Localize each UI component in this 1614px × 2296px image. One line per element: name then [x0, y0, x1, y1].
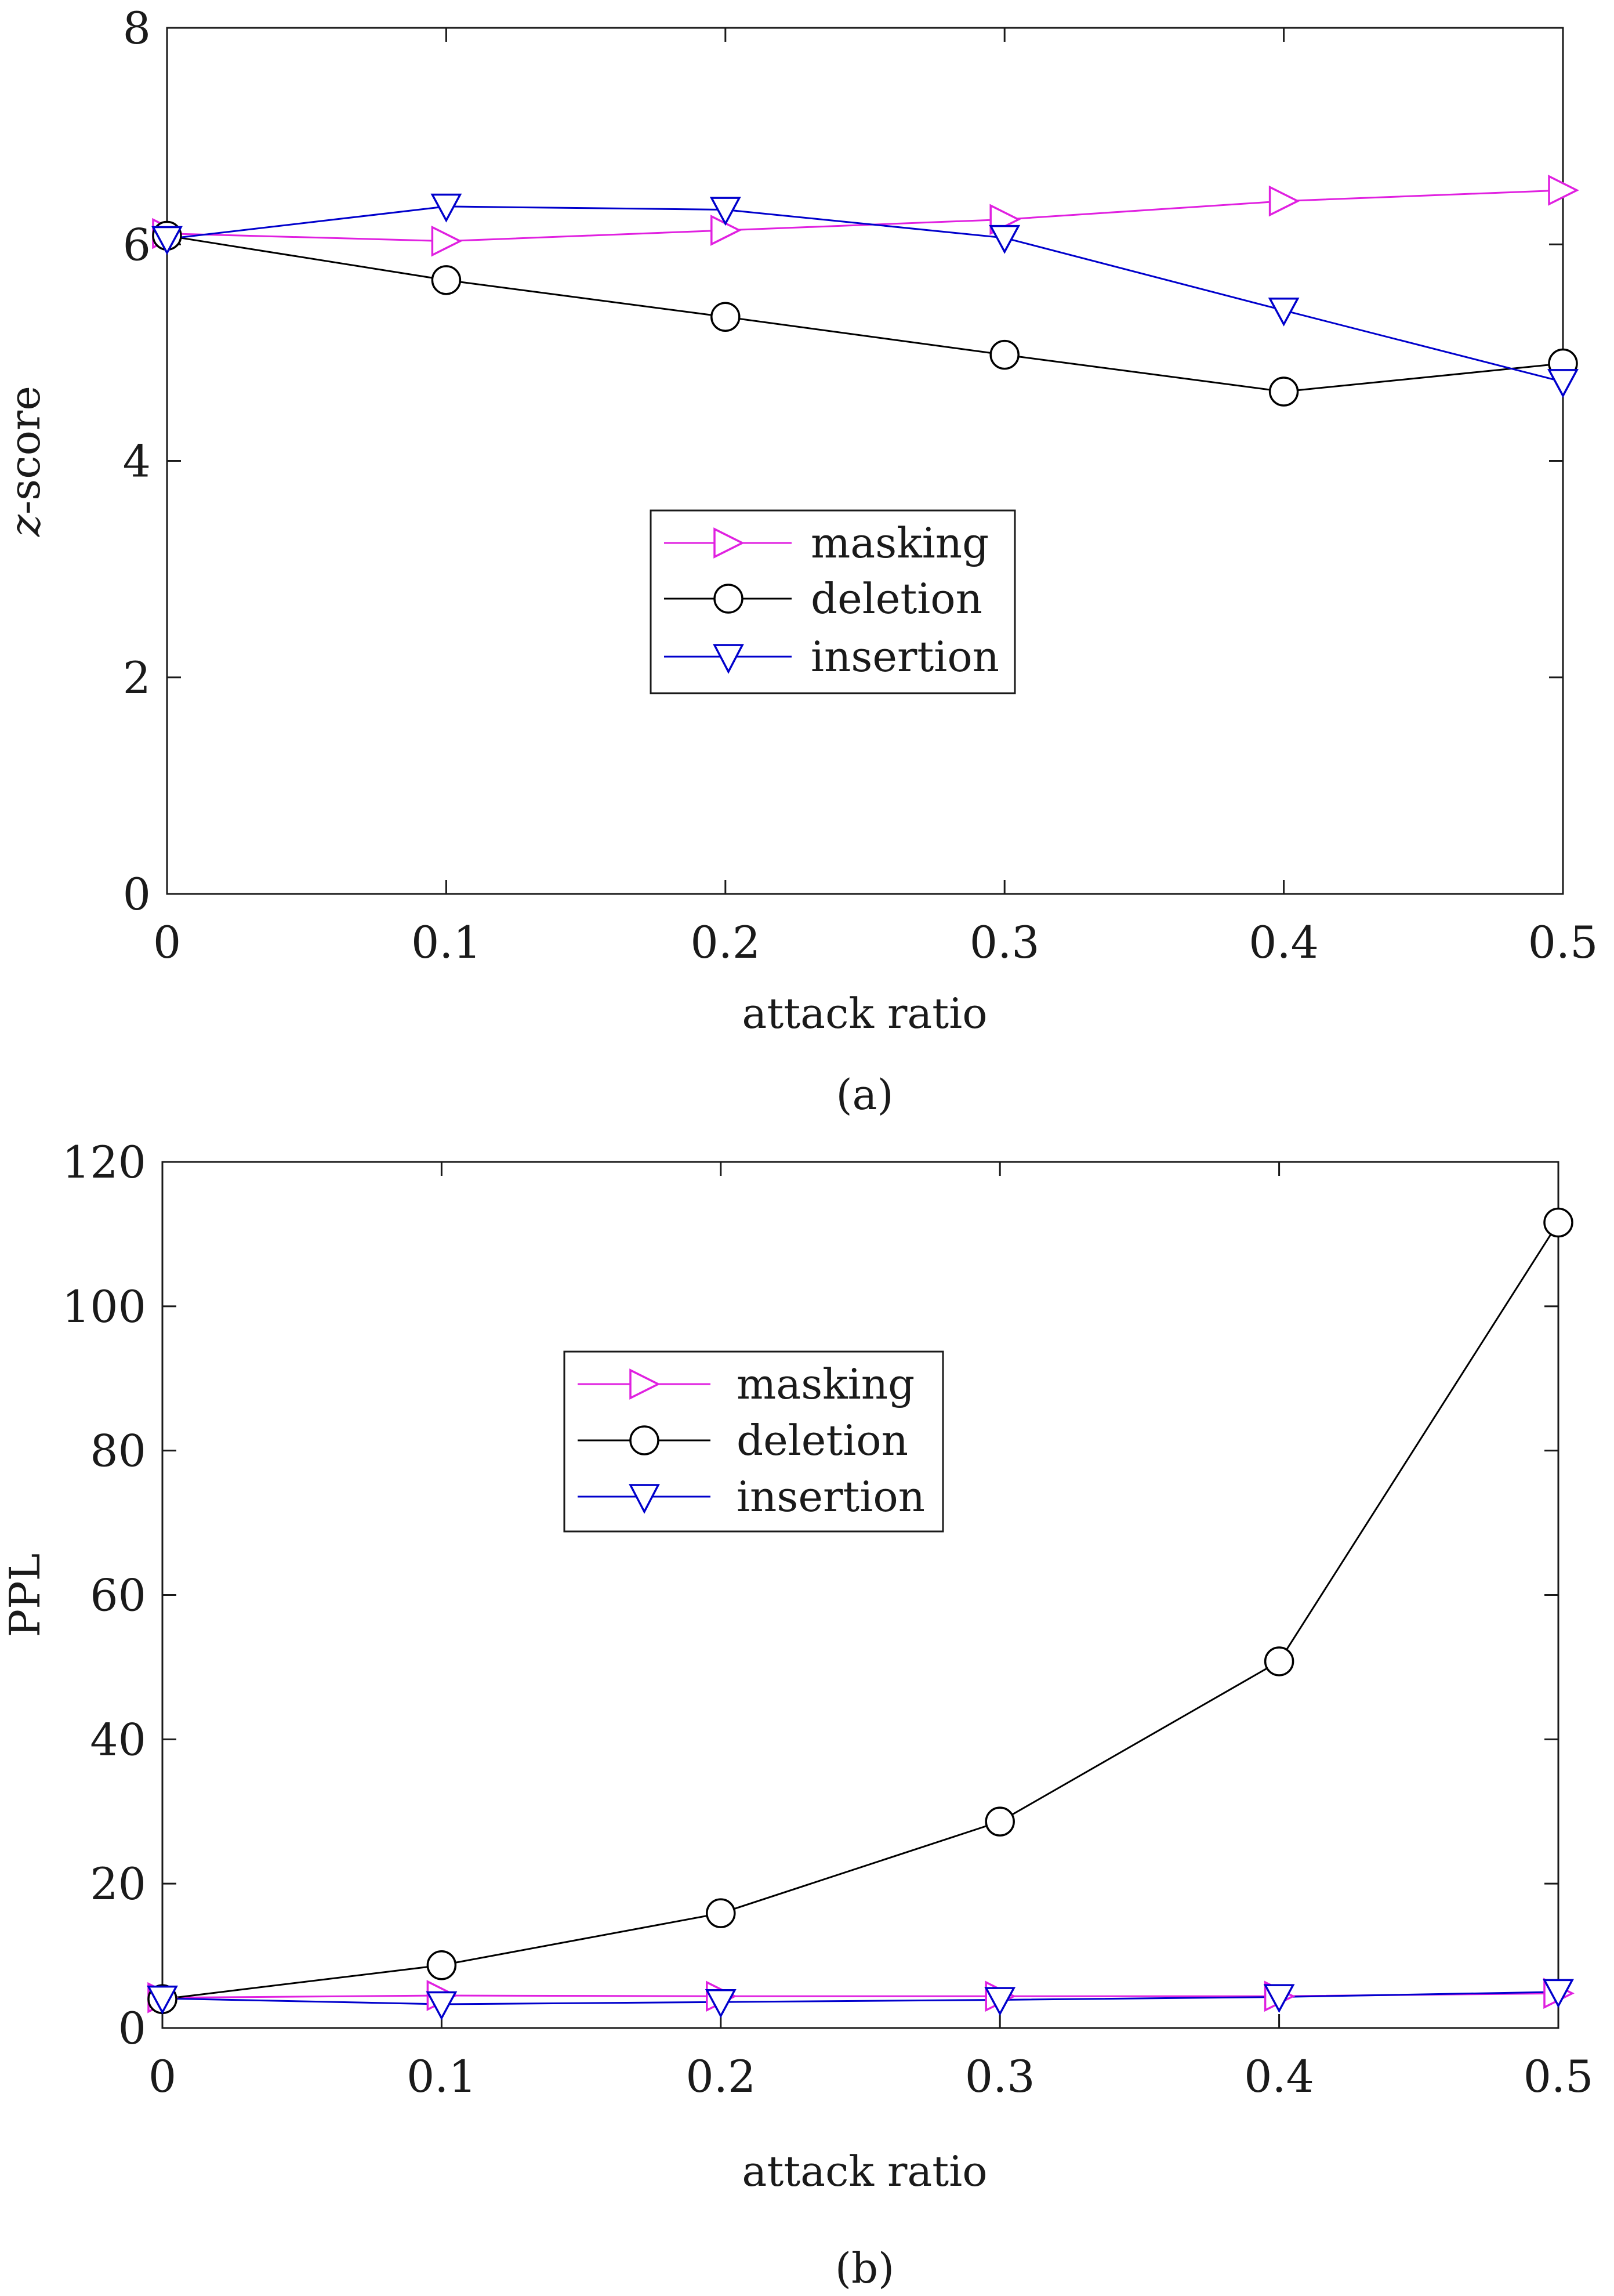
data-point-deletion	[985, 1806, 1015, 1837]
data-point-insertion	[1268, 297, 1300, 327]
caption-b: (b)	[835, 2244, 894, 2293]
legend-b: masking deletion insertion	[563, 1350, 944, 1533]
x-tick-label: 0	[148, 2051, 176, 2102]
data-point-insertion	[989, 224, 1021, 254]
y-tick-label: 6	[123, 219, 151, 270]
caption-a: (a)	[836, 1070, 893, 1119]
legend-marker-triangle-right	[713, 527, 745, 559]
legend-label-insertion: insertion	[811, 632, 999, 681]
x-tick-label: 0.3	[965, 2051, 1035, 2102]
plot-frame-a	[166, 27, 1564, 895]
y-axis-label-b: PPL	[1, 1553, 49, 1638]
y-axis-label-rest: -score	[1, 386, 49, 515]
data-point-deletion	[710, 302, 741, 332]
legend-label-deletion: deletion	[811, 574, 982, 623]
data-point-deletion	[1264, 1646, 1294, 1676]
x-tick-label: 0.2	[690, 917, 760, 968]
x-tick-label: 0.2	[686, 2051, 756, 2102]
y-tick-label: 120	[62, 1136, 146, 1188]
data-point-insertion	[430, 193, 462, 223]
legend-box-a	[650, 509, 1016, 694]
x-tick-labels-a: 0 0.1 0.2 0.3 0.4 0.5	[153, 917, 1598, 968]
series-layer-b	[147, 1207, 1575, 2020]
y-axis-label-italic: z	[1, 514, 49, 537]
data-point-insertion	[705, 1989, 737, 2018]
legend-marker-triangle-right	[629, 1368, 661, 1400]
chart-panel-b: 0 0.1 0.2 0.3 0.4 0.5 0 20 40 60 80 100 …	[1, 1136, 1593, 2293]
axis-ticks-a	[166, 27, 1564, 895]
legend-marker-triangle-down	[713, 644, 744, 674]
series-line-deletion	[162, 1222, 1559, 2000]
data-point-insertion	[1543, 1979, 1574, 2008]
y-tick-label: 80	[90, 1425, 146, 1477]
data-point-deletion	[431, 265, 462, 295]
legend-a: masking deletion insertion	[650, 509, 1016, 694]
x-axis-label-b: attack ratio	[742, 2147, 987, 2196]
data-point-deletion	[1543, 1207, 1573, 1238]
data-point-insertion	[151, 226, 183, 255]
data-point-insertion	[1263, 1984, 1295, 2013]
legend-label-insertion: insertion	[737, 1472, 925, 1521]
y-tick-label: 8	[123, 2, 151, 54]
y-tick-label: 0	[118, 2002, 146, 2054]
legend-label-masking: masking	[737, 1360, 915, 1408]
y-tick-labels-b: 0 20 40 60 80 100 120	[62, 1136, 146, 2054]
series-layer-a	[151, 175, 1579, 407]
data-point-insertion	[984, 1987, 1016, 2016]
x-tick-label: 0.4	[1249, 917, 1319, 968]
chart-panel-a: 0 0.1 0.2 0.3 0.4 0.5 0 2 4 6 8 attack r…	[1, 2, 1598, 1119]
data-point-masking	[1548, 175, 1579, 206]
series-line-deletion	[166, 234, 1564, 393]
y-tick-labels-a: 0 2 4 6 8	[123, 2, 151, 920]
series-line-masking	[166, 189, 1564, 242]
axis-ticks-b	[161, 1161, 1559, 2029]
data-point-masking	[1268, 185, 1300, 217]
x-tick-label: 0.1	[407, 2051, 477, 2102]
x-tick-labels-b: 0 0.1 0.2 0.3 0.4 0.5	[148, 2051, 1594, 2102]
x-tick-label: 0.4	[1244, 2051, 1314, 2102]
data-point-deletion	[1268, 376, 1299, 407]
legend-label-masking: masking	[811, 519, 989, 567]
data-point-insertion	[1547, 369, 1579, 398]
x-tick-label: 0	[153, 917, 181, 968]
y-tick-label: 40	[90, 1714, 146, 1765]
x-axis-label-a: attack ratio	[742, 989, 987, 1038]
data-point-insertion	[426, 1991, 458, 2020]
x-tick-label: 0.5	[1528, 917, 1598, 968]
legend-marker-circle	[713, 584, 743, 614]
y-tick-label: 0	[123, 868, 151, 920]
y-axis-label-a: z-score	[1, 386, 49, 537]
series-line-insertion	[166, 205, 1564, 383]
data-point-deletion	[706, 1898, 736, 1928]
data-point-deletion	[426, 1950, 457, 1980]
data-point-insertion	[147, 1985, 178, 2015]
legend-marker-circle	[629, 1425, 659, 1455]
plot-frame-b	[161, 1161, 1559, 2029]
x-tick-label: 0.3	[970, 917, 1040, 968]
data-point-masking	[431, 225, 463, 257]
series-line-insertion	[162, 1991, 1559, 2005]
x-tick-label: 0.5	[1524, 2051, 1594, 2102]
y-tick-label: 20	[90, 1858, 146, 1910]
y-tick-label: 60	[90, 1570, 146, 1621]
legend-label-deletion: deletion	[737, 1416, 908, 1465]
legend-marker-triangle-down	[629, 1484, 660, 1514]
y-tick-label: 2	[123, 652, 151, 704]
y-tick-label: 100	[62, 1281, 146, 1332]
data-point-deletion	[989, 339, 1020, 370]
legend-box-b	[563, 1350, 944, 1533]
y-tick-label: 4	[123, 436, 151, 487]
data-point-insertion	[709, 197, 741, 226]
x-tick-label: 0.1	[411, 917, 481, 968]
